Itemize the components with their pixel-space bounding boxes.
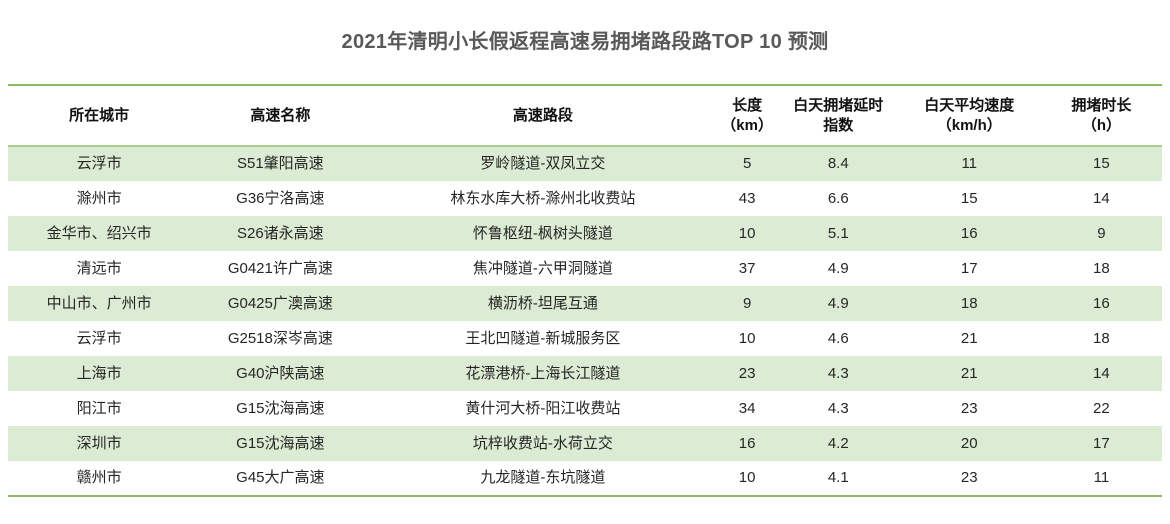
table-cell: 坑梓收费站-水荷立交 (472, 434, 613, 452)
table-cell: 23 (738, 364, 756, 382)
table-cell: 5 (742, 155, 752, 172)
table-cell: 37 (738, 259, 756, 277)
table-cell: 17 (960, 259, 978, 277)
table-cell: 阳江市 (76, 399, 122, 417)
table-row: 深圳市 G15沈海高速 坑梓收费站-水荷立交 16 4.2 20 17 (8, 426, 1162, 461)
table-cell: 34 (738, 399, 756, 417)
table-cell: 16 (738, 434, 756, 452)
table-cell: 焦冲隧道-六甲洞隧道 (472, 259, 613, 277)
table-cell: 罗岭隧道-双凤立交 (480, 155, 606, 172)
table-cell: 上海市 (76, 364, 122, 382)
table-cell: 11 (1093, 469, 1110, 486)
column-header: 高速路段 (370, 85, 716, 147)
table-cell: 横沥桥-坦尾互通 (487, 294, 598, 312)
table-cell: 6.6 (827, 189, 849, 207)
table-cell: 5.1 (827, 224, 849, 242)
table-row: 赣州市 G45大广高速 九龙隧道-东坑隧道 10 4.1 23 11 (8, 461, 1162, 496)
table-row: 云浮市 S51肇阳高速 罗岭隧道-双凤立交 5 8.4 11 15 (8, 146, 1162, 181)
congestion-top10-table: 所在城市 高速名称 高速路段 长度 （km） 白天拥堵延时 指数 白天平均速度 （km/h… (8, 84, 1162, 497)
table-cell: 怀鲁枢纽-枫树头隧道 (472, 224, 613, 242)
table-cell: 4.9 (827, 259, 849, 277)
table-row: 阳江市 G15沈海高速 黄什河大桥-阳江收费站 34 4.3 23 22 (8, 391, 1162, 426)
table-cell: 4.6 (827, 329, 849, 347)
table-cell: 21 (960, 364, 978, 382)
table-cell: 金华市、绍兴市 (46, 224, 152, 242)
table-cell: S26诸永高速 (236, 224, 324, 242)
table-cell: G36宁洛高速 (236, 189, 325, 207)
table-header-row: 所在城市 高速名称 高速路段 长度 （km） 白天拥堵延时 指数 白天平均速度 （km/h… (8, 85, 1162, 147)
table-cell: 10 (738, 224, 756, 242)
table-cell: 16 (960, 224, 978, 242)
table-cell: 11 (961, 155, 978, 172)
table-cell: 清远市 (76, 259, 122, 277)
table-cell: 九龙隧道-东坑隧道 (480, 469, 606, 486)
table-cell: 18 (1093, 329, 1110, 347)
table-cell: 20 (960, 434, 978, 452)
table-cell: G15沈海高速 (236, 434, 325, 452)
column-header: 所在城市 (8, 85, 191, 147)
table-cell: 8.4 (827, 155, 849, 172)
table-cell: G45大广高速 (236, 469, 325, 486)
table-cell: 王北凹隧道-新城服务区 (465, 329, 621, 347)
table-body: 云浮市 S51肇阳高速 罗岭隧道-双凤立交 5 8.4 11 15 滁州市 G36宁洛高速 林东水… (8, 146, 1162, 496)
table-cell: 9 (1097, 224, 1106, 242)
table-cell: G0421许广高速 (227, 259, 333, 277)
table-header: 所在城市 高速名称 高速路段 长度 （km） 白天拥堵延时 指数 白天平均速度 （km/h… (8, 85, 1162, 147)
table-cell: G15沈海高速 (236, 399, 325, 417)
table-cell: 10 (738, 329, 756, 347)
table-cell: 赣州市 (76, 469, 122, 486)
table-cell: 17 (1093, 434, 1110, 452)
table-cell: 深圳市 (76, 434, 122, 452)
table-cell: 花漂港桥-上海长江隧道 (465, 364, 621, 382)
table-cell: 云浮市 (76, 329, 122, 347)
table-cell: 4.1 (827, 469, 849, 486)
table-cell: 黄什河大桥-阳江收费站 (465, 399, 621, 417)
page-title: 2021年清明小长假返程高速易拥堵路段路TOP 10 预测 (341, 31, 829, 53)
table-cell: 林东水库大桥-滁州北收费站 (450, 189, 636, 207)
column-header: 白天平均速度 （km/h） (897, 85, 1041, 147)
table-cell: 9 (742, 294, 752, 312)
table-cell: 23 (960, 399, 978, 417)
table-row: 云浮市 G2518深岑高速 王北凹隧道-新城服务区 10 4.6 21 18 (8, 321, 1162, 356)
table-cell: 滁州市 (76, 189, 122, 207)
table-cell: G40沪陕高速 (236, 364, 325, 382)
table-cell: 中山市、广州市 (46, 294, 152, 312)
table-cell: 15 (960, 189, 978, 207)
table-row: 金华市、绍兴市 S26诸永高速 怀鲁枢纽-枫树头隧道 10 5.1 16 9 (8, 216, 1162, 251)
table-cell: S51肇阳高速 (236, 155, 324, 172)
table-cell: 14 (1093, 189, 1110, 207)
table-row: 滁州市 G36宁洛高速 林东水库大桥-滁州北收费站 43 6.6 15 14 (8, 181, 1162, 216)
table-cell: 4.3 (827, 399, 849, 417)
column-header: 长度 （km） (715, 85, 779, 147)
table-row: 中山市、广州市 G0425广澳高速 横沥桥-坦尾互通 9 4.9 18 16 (8, 286, 1162, 321)
table-cell: 10 (738, 469, 756, 486)
table-row: 上海市 G40沪陕高速 花漂港桥-上海长江隧道 23 4.3 21 14 (8, 356, 1162, 391)
column-header: 拥堵时长 （h） (1040, 85, 1162, 147)
table-cell: 4.3 (827, 364, 849, 382)
table-cell: 18 (1093, 259, 1110, 277)
table-cell: 21 (960, 329, 978, 347)
table-cell: 16 (1093, 294, 1110, 312)
table-cell: 18 (960, 294, 978, 312)
table-cell: 云浮市 (76, 155, 122, 172)
table-cell: 23 (960, 469, 978, 486)
table-cell: 43 (738, 189, 756, 207)
table-cell: 4.9 (827, 294, 849, 312)
column-header: 白天拥堵延时 指数 (778, 85, 898, 147)
table-cell: 22 (1093, 399, 1110, 417)
table-cell: G0425广澳高速 (227, 294, 333, 312)
table-cell: 14 (1093, 364, 1110, 382)
column-header: 高速名称 (190, 85, 371, 147)
table-cell: G2518深岑高速 (227, 329, 333, 347)
table-row: 清远市 G0421许广高速 焦冲隧道-六甲洞隧道 37 4.9 17 18 (8, 251, 1162, 286)
table-cell: 15 (1093, 155, 1110, 172)
table-cell: 4.2 (827, 434, 849, 452)
